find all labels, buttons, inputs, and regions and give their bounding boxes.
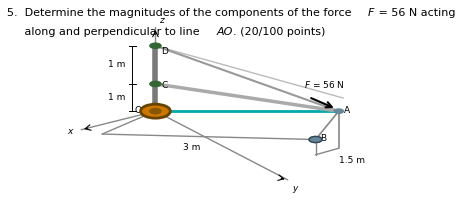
Circle shape — [141, 104, 170, 118]
Text: AO: AO — [217, 27, 233, 37]
Text: z: z — [159, 16, 164, 25]
Circle shape — [150, 81, 161, 87]
Circle shape — [334, 109, 343, 113]
Text: C: C — [161, 80, 167, 90]
Circle shape — [150, 43, 161, 48]
Text: 1 m: 1 m — [108, 93, 125, 102]
Text: 3 m: 3 m — [183, 143, 201, 152]
Text: $F$ = 56 N: $F$ = 56 N — [304, 80, 345, 90]
Circle shape — [309, 136, 322, 143]
Text: = 56 N acting: = 56 N acting — [375, 8, 456, 18]
Text: 1.5 m: 1.5 m — [339, 156, 365, 165]
Text: 1 m: 1 m — [108, 60, 125, 69]
Text: . (20/100 points): . (20/100 points) — [233, 27, 326, 37]
Text: 5.  Determine the magnitudes of the components of the force: 5. Determine the magnitudes of the compo… — [7, 8, 355, 18]
Text: B: B — [320, 134, 326, 143]
Text: D: D — [161, 47, 168, 56]
Text: x: x — [67, 127, 73, 136]
Text: A: A — [344, 106, 350, 115]
Text: F: F — [368, 8, 374, 18]
Circle shape — [150, 109, 161, 114]
Text: along and perpendicular to line: along and perpendicular to line — [7, 27, 203, 37]
Text: O: O — [135, 106, 142, 115]
Text: y: y — [292, 184, 298, 193]
